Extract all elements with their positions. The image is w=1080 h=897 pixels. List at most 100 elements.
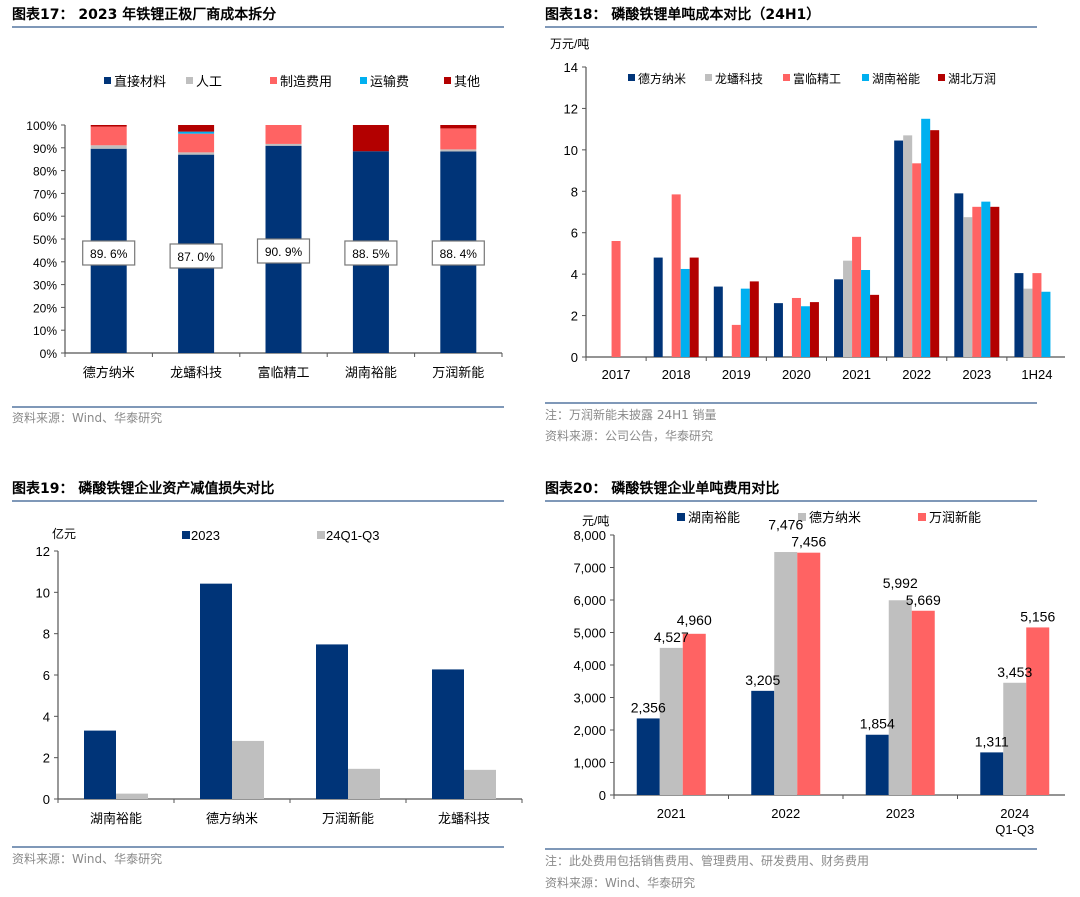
fig17-legend-label: 其他 (454, 74, 480, 89)
fig17-bar-segment (178, 133, 215, 153)
figure-18-title: 图表18： 磷酸铁锂单吨成本对比（24H1） (545, 7, 821, 23)
fig18-x-tick-label: 2023 (962, 367, 991, 382)
fig18-bar (680, 268, 690, 357)
fig20-bar (774, 552, 798, 795)
fig18-legend-label: 富临精工 (793, 71, 841, 86)
fig20-legend-label: 德方纳米 (809, 510, 861, 525)
fig20-data-label: 5,156 (1020, 608, 1055, 624)
fig18-bar (809, 302, 819, 357)
fig17-data-label-box (169, 243, 223, 269)
fig17-legend-swatch (360, 77, 367, 84)
fig17-data-label-box (82, 240, 136, 266)
fig18-bar (870, 294, 880, 357)
figure-20-note: 注：此处费用包括销售费用、管理费用、研发费用、财务费用 (545, 854, 870, 868)
fig19-bar (348, 768, 380, 799)
fig20-x-tick-label: 2023 (886, 806, 915, 821)
fig17-data-label-box (344, 240, 398, 266)
fig20-data-label: 4,960 (677, 612, 712, 628)
fig20-data-label: 1,311 (975, 733, 1009, 749)
fig20-data-label: 4,527 (654, 629, 689, 645)
fig19-y-tick-label: 10 (36, 585, 50, 600)
figure-17-bottom-rule (12, 406, 504, 408)
fig18-legend-swatch (938, 74, 945, 81)
fig17-data-label: 90. 9% (265, 245, 303, 259)
fig20-legend-label: 湖南裕能 (688, 510, 740, 525)
fig20-data-label: 5,992 (883, 575, 918, 591)
fig18-legend-label: 湖南裕能 (872, 71, 920, 86)
fig20-y-tick-label: 4,000 (573, 658, 606, 673)
fig17-bar-segment (90, 145, 127, 149)
fig20-legend-label: 万润新能 (929, 510, 981, 525)
fig20-bar (682, 633, 706, 795)
fig18-y-tick-label: 14 (564, 60, 578, 75)
figure-19-bottom-rule (12, 846, 504, 848)
fig18-legend-label: 湖北万润 (948, 71, 996, 86)
fig19-y-tick-label: 2 (43, 751, 50, 766)
fig18-bar (740, 288, 750, 357)
fig19-bar (116, 793, 148, 799)
fig19-bar (232, 740, 264, 799)
fig17-bar-segment (440, 149, 477, 152)
fig19-y-tick-label: 6 (43, 668, 50, 683)
fig18-y-tick-label: 6 (571, 226, 578, 241)
fig18-x-tick-label: 1H24 (1021, 367, 1052, 382)
fig17-data-label: 88. 5% (352, 247, 390, 261)
fig19-bar (464, 769, 496, 799)
fig18-legend-swatch (705, 74, 712, 81)
figure-20-top-rule (545, 500, 1037, 502)
fig18-x-tick-label: 2017 (602, 367, 631, 382)
figure-19-source: 资料来源：Wind、华泰研究 (12, 852, 163, 866)
fig20-data-label: 1,854 (860, 716, 895, 732)
fig17-data-label-box (431, 240, 485, 266)
fig18-x-tick-label: 2021 (842, 367, 871, 382)
fig18-bar (912, 163, 922, 357)
fig18-y-tick-label: 0 (571, 350, 578, 365)
fig20-y-tick-label: 1,000 (573, 756, 606, 771)
fig17-bar-segment (440, 128, 477, 150)
fig17-data-label: 87. 0% (177, 250, 215, 264)
fig18-y-tick-label: 2 (571, 309, 578, 324)
figure-17-source: 资料来源：Wind、华泰研究 (12, 411, 163, 425)
fig20-legend-swatch (798, 513, 806, 521)
fig18-bar (834, 279, 844, 357)
fig17-bar-segment (440, 125, 477, 129)
fig20-bar (659, 647, 683, 795)
fig17-bar-segment (178, 131, 215, 134)
fig17-bar-segment (265, 125, 302, 144)
fig19-bar (316, 644, 348, 799)
fig18-y-tick-label: 12 (564, 101, 578, 116)
fig18-bar (930, 130, 940, 357)
fig19-y-tick-label: 12 (36, 544, 50, 559)
figure-17-chart: 0% 10% 20% 30% 40% 50% 60% 70% 80% 90% 100% 直接材料 人工 制… (26, 74, 503, 380)
fig19-legend-label: 24Q1-Q3 (326, 528, 379, 543)
fig17-y-tick-label: 50% (33, 233, 57, 247)
fig20-data-label: 7,476 (768, 517, 803, 533)
fig19-x-tick-label: 湖南裕能 (90, 811, 142, 826)
figure-17-top-rule (12, 26, 504, 28)
fig18-legend-swatch (862, 74, 869, 81)
fig17-data-label-box (256, 238, 311, 264)
fig19-bar (84, 730, 116, 799)
figure-17-title: 图表17： 2023 年铁锂正极厂商成本拆分 (12, 7, 277, 23)
fig17-legend-swatch (186, 77, 193, 84)
fig20-x-tick-label: 2024 (1000, 806, 1029, 821)
fig20-data-label: 2,356 (631, 699, 666, 715)
fig18-y-tick-label: 10 (564, 143, 578, 158)
figure-18-source: 资料来源：公司公告，华泰研究 (545, 429, 714, 443)
fig18-bar (954, 193, 964, 357)
fig17-y-tick-label: 0% (40, 347, 58, 361)
figure-19-title: 图表19： 磷酸铁锂企业资产减值损失对比 (12, 481, 275, 497)
fig17-y-tick-label: 20% (33, 301, 57, 315)
fig17-bar-segment (352, 125, 389, 152)
fig18-legend-swatch (628, 74, 635, 81)
fig19-x-tick-label: 万润新能 (322, 811, 374, 826)
figure-18-note: 注：万润新能未披露 24H1 销量 (545, 408, 717, 422)
fig18-bar (791, 297, 801, 357)
fig17-y-tick-label: 70% (33, 187, 57, 201)
fig20-bar (797, 552, 821, 795)
fig19-y-tick-label: 8 (43, 627, 50, 642)
fig17-bar-segment (178, 152, 215, 155)
fig18-bar (1032, 273, 1042, 357)
fig19-unit-label: 亿元 (52, 526, 76, 541)
fig17-legend-swatch (444, 77, 451, 84)
